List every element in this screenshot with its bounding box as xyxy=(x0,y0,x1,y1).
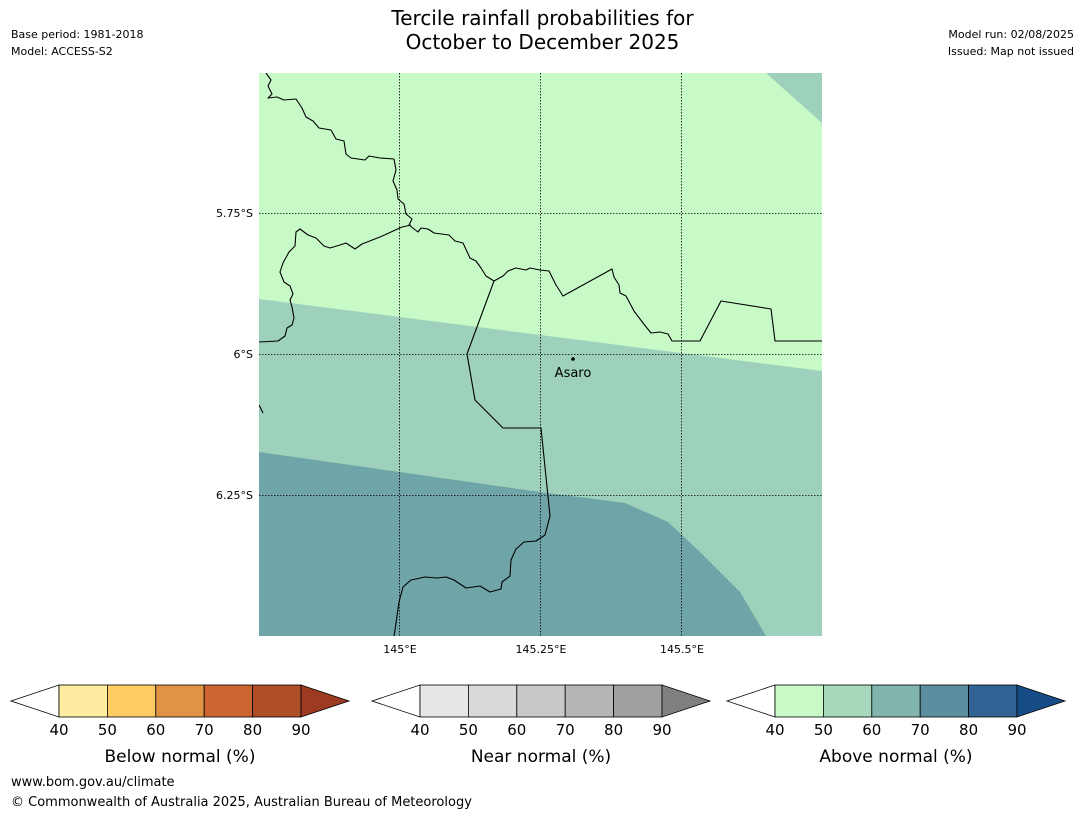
legend-above-high-extend xyxy=(1016,684,1067,718)
legend-above-tick: 60 xyxy=(862,721,881,739)
legend-near-label: Near normal (%) xyxy=(471,747,611,767)
meta-left: Base period: 1981-2018 Model: ACCESS-S2 xyxy=(11,26,143,60)
legend-near-tick: 70 xyxy=(556,721,575,739)
legend-below-tick: 80 xyxy=(243,721,262,739)
footer-copyright: © Commonwealth of Australia 2025, Austra… xyxy=(11,795,472,810)
legend-above-swatch xyxy=(871,684,921,718)
legend-above-tick: 80 xyxy=(959,721,978,739)
legend-above-tick: 70 xyxy=(911,721,930,739)
lon-label-145-5: 145.5°E xyxy=(660,643,704,656)
base-period: Base period: 1981-2018 xyxy=(11,28,144,41)
legend-near-swatch xyxy=(613,684,663,718)
legend-below-tick: 50 xyxy=(98,721,117,739)
legend-below-swatch xyxy=(252,684,302,718)
legend-below-label: Below normal (%) xyxy=(105,747,256,767)
legend-below-swatch xyxy=(203,684,253,718)
map-area xyxy=(259,73,822,636)
model-run: Model run: 02/08/2025 xyxy=(948,28,1074,41)
legend-near-swatch xyxy=(516,684,566,718)
footer-website: www.bom.gov.au/climate xyxy=(11,775,175,790)
boundary-central xyxy=(393,280,551,636)
legend-near-high-extend xyxy=(661,684,712,718)
legend-above-low-extend xyxy=(725,684,776,718)
zone-above-60-70 xyxy=(259,452,766,636)
graticule xyxy=(259,73,822,636)
legend-near-tick: 90 xyxy=(652,721,671,739)
legend-near-swatch xyxy=(564,684,615,718)
legend-below-high-extend xyxy=(300,684,351,718)
place-label: Asaro xyxy=(555,366,592,381)
legend-near-tick: 60 xyxy=(507,721,526,739)
lon-label-145-25: 145.25°E xyxy=(516,643,567,656)
legend-above-swatch xyxy=(774,684,824,718)
meta-right: Model run: 02/08/2025 Issued: Map not is… xyxy=(948,26,1074,60)
model-name: Model: ACCESS-S2 xyxy=(11,45,113,58)
zone-above-50-60-corner xyxy=(766,73,822,123)
legend-above-swatch xyxy=(968,684,1018,718)
legend-below: 40 50 60 70 80 90 Below normal (%) xyxy=(9,684,351,767)
legend-below-tick: 70 xyxy=(195,721,214,739)
legend-above-tick: 90 xyxy=(1007,721,1026,739)
legend-below-low-extend xyxy=(9,684,60,718)
legend-below-tick: 90 xyxy=(291,721,310,739)
lat-label-6: 6°S xyxy=(234,348,253,361)
legends: 40 50 60 70 80 90 Below normal (%) 40 50 60 70 80 90… xyxy=(9,684,1067,767)
legend-above-tick: 40 xyxy=(765,721,784,739)
legend-above-label: Above normal (%) xyxy=(819,747,972,767)
boundary-west xyxy=(259,224,412,343)
issued-status: Issued: Map not issued xyxy=(947,45,1074,58)
boundary-sw-fragment xyxy=(259,404,264,414)
legend-above-swatch xyxy=(823,684,873,718)
legend-near: 40 50 60 70 80 90 Near normal (%) xyxy=(370,684,712,767)
legend-above: 40 50 60 70 80 90 Above normal (%) xyxy=(725,684,1067,767)
legend-above-swatch xyxy=(919,684,970,718)
province-boundaries xyxy=(259,73,822,636)
legend-near-tick: 80 xyxy=(604,721,623,739)
legend-near-tick: 50 xyxy=(459,721,478,739)
legend-below-tick: 60 xyxy=(146,721,165,739)
legend-below-swatch xyxy=(155,684,205,718)
legend-near-swatch xyxy=(419,684,469,718)
legend-above-tick: 50 xyxy=(814,721,833,739)
lat-label-6-25: 6.25°S xyxy=(216,489,253,502)
legend-near-tick: 40 xyxy=(410,721,429,739)
legend-near-low-extend xyxy=(370,684,421,718)
boundary-north xyxy=(265,73,822,342)
legend-below-swatch xyxy=(107,684,157,718)
title-line-1: Tercile rainfall probabilities for xyxy=(391,6,694,30)
lat-label-5-75: 5.75°S xyxy=(216,207,253,220)
map-title: Tercile rainfall probabilities for Octob… xyxy=(0,6,1085,54)
legend-near-swatch xyxy=(467,684,518,718)
legend-below-swatch xyxy=(58,684,108,718)
map: Asaro 5.75°S 6°S 6.25°S 145°E 145.25°E 1… xyxy=(216,73,822,656)
legend-below-tick: 40 xyxy=(49,721,68,739)
title-line-2: October to December 2025 xyxy=(405,30,680,54)
lon-label-145: 145°E xyxy=(383,643,416,656)
place-marker xyxy=(571,357,575,361)
